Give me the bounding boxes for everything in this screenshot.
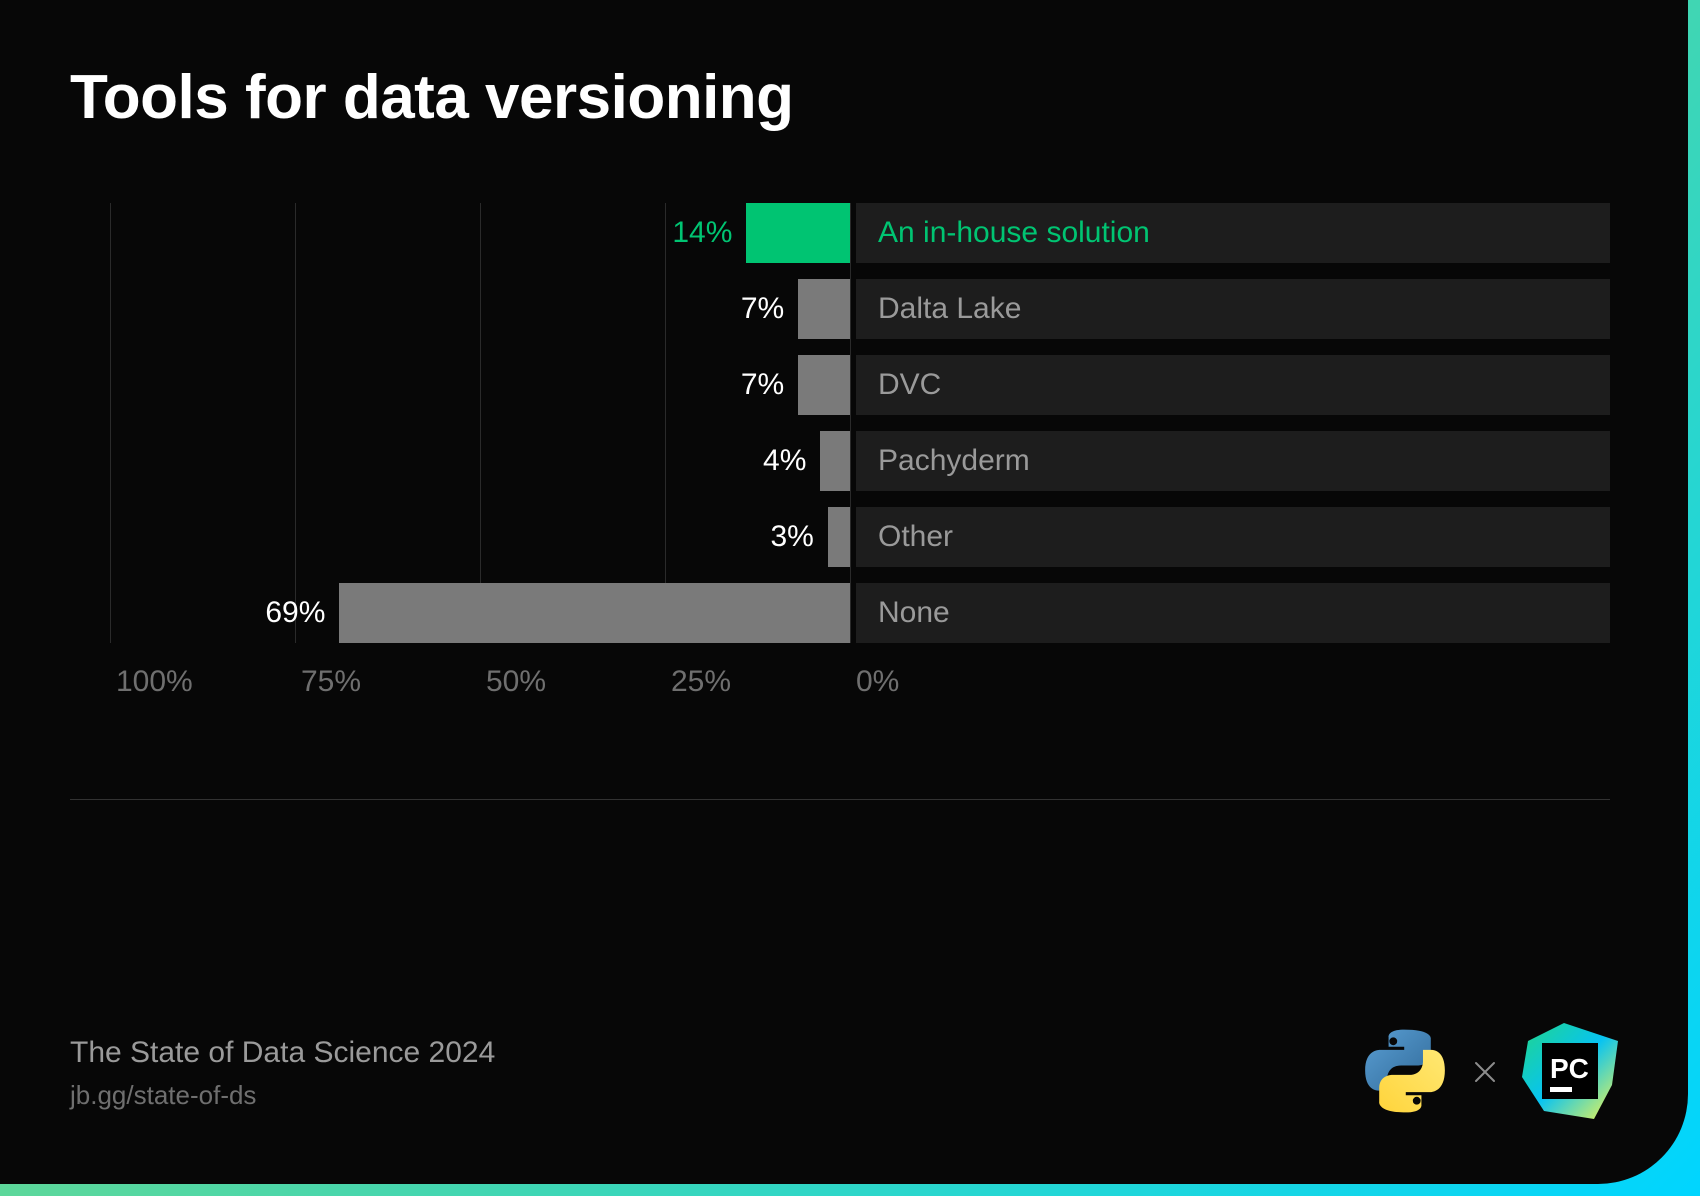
footer-line-1: The State of Data Science 2024	[70, 1036, 495, 1070]
axis-tick: 100%	[116, 665, 193, 699]
times-icon	[1474, 1057, 1496, 1091]
chart-row: 7% Dalta Lake	[70, 279, 1610, 339]
chart-row: 69% None	[70, 583, 1610, 643]
axis-tick: 0%	[856, 665, 899, 699]
footer: The State of Data Science 2024 jb.gg/sta…	[70, 1023, 1618, 1124]
chart-row: 14% An in-house solution	[70, 203, 1610, 263]
bar	[339, 583, 850, 643]
bar	[828, 507, 850, 567]
chart-row: 7% DVC	[70, 355, 1610, 415]
bar-label: Dalta Lake	[856, 279, 1610, 339]
divider	[70, 799, 1610, 800]
footer-line-2: jb.gg/state-of-ds	[70, 1080, 495, 1111]
bar	[798, 355, 850, 415]
chart-rows: 14% An in-house solution 7% Dalta Lake 7% DVC…	[70, 203, 1610, 643]
bar-label: Other	[856, 507, 1610, 567]
python-logo-icon	[1362, 1028, 1448, 1119]
bar-label: DVC	[856, 355, 1610, 415]
footer-text: The State of Data Science 2024 jb.gg/sta…	[70, 1036, 495, 1111]
card: Tools for data versioning 14% An in-house…	[0, 0, 1688, 1184]
chart: 14% An in-house solution 7% Dalta Lake 7% DVC…	[70, 203, 1610, 709]
chart-row: 3% Other	[70, 507, 1610, 567]
bar-percent: 69%	[265, 596, 325, 630]
axis-tick: 75%	[301, 665, 361, 699]
footer-logos: PC	[1362, 1023, 1618, 1124]
bar	[798, 279, 850, 339]
bar-percent: 3%	[770, 520, 813, 554]
bar-label: None	[856, 583, 1610, 643]
svg-text:PC: PC	[1550, 1053, 1589, 1084]
bar-percent: 7%	[741, 368, 784, 402]
bar-label: An in-house solution	[856, 203, 1610, 263]
chart-axis: 100% 75% 50% 25% 0%	[70, 659, 1610, 709]
chart-row: 4% Pachyderm	[70, 431, 1610, 491]
bar	[820, 431, 850, 491]
page-title: Tools for data versioning	[70, 62, 1618, 133]
pycharm-logo-icon: PC	[1522, 1023, 1618, 1124]
bar-percent: 4%	[763, 444, 806, 478]
bar-percent: 14%	[672, 216, 732, 250]
axis-tick: 50%	[486, 665, 546, 699]
bar-label: Pachyderm	[856, 431, 1610, 491]
bar-percent: 7%	[741, 292, 784, 326]
bar	[746, 203, 850, 263]
axis-tick: 25%	[671, 665, 731, 699]
